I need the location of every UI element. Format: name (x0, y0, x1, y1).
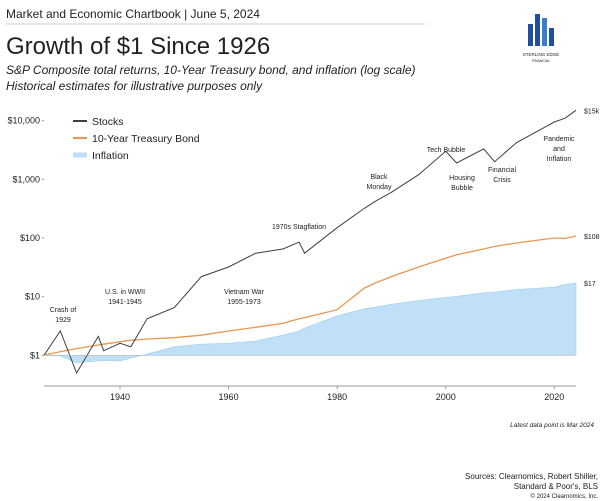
y-tick-label: $10,000 (7, 116, 40, 126)
chart-subtitle: Historical estimates for illustrative pu… (6, 79, 263, 93)
annotation: 1955-1973 (227, 299, 261, 306)
annotation: Black (370, 174, 388, 181)
y-tick-label: $1,000 (12, 174, 40, 184)
y-tick-label: $1 (30, 350, 40, 360)
annotation: Pandemic (543, 136, 575, 143)
legend-label: Stocks (92, 116, 124, 128)
annotation: Financial (488, 167, 516, 174)
annotation: Bubble (451, 185, 473, 192)
y-tick-label: $100 (20, 233, 40, 243)
page-header: Market and Economic Chartbook | June 5, … (6, 7, 260, 21)
x-tick-label: 1940 (110, 392, 130, 402)
end-label: $108 (584, 234, 600, 241)
copyright: © 2024 Clearnomics, Inc. (531, 493, 599, 500)
y-tick-label: $10 (25, 292, 40, 302)
annotation: Crisis (493, 177, 511, 184)
legend-label: Inflation (92, 150, 129, 162)
series-line (43, 109, 577, 375)
logo-text: FINANCIAL (532, 59, 550, 63)
annotation: Crash of (50, 307, 77, 314)
annotation: U.S. in WWII (105, 289, 145, 296)
end-label: $17 (584, 281, 596, 288)
annotation: Inflation (547, 156, 572, 163)
annotation: Tech Bubble (427, 147, 466, 154)
sources: Sources: Clearnomics, Robert Shiller, (465, 472, 598, 481)
legend-label: 10-Year Treasury Bond (92, 133, 200, 145)
end-label: $15k (584, 108, 600, 115)
annotation: 1970s Stagflation (272, 224, 326, 231)
annotation: 1929 (55, 317, 71, 324)
logo-text: STERLING EDGE (523, 52, 560, 57)
annotation: Housing (449, 175, 475, 182)
x-tick-label: 1980 (327, 392, 347, 402)
annotation: Vietnam War (224, 289, 265, 296)
note: Latest data point is Mar 2024 (510, 422, 594, 429)
annotation: 1941-1945 (108, 299, 142, 306)
series-line (43, 235, 577, 356)
sources: Standard & Poor's, BLS (514, 482, 598, 491)
x-tick-label: 1960 (219, 392, 239, 402)
chart-subtitle: S&P Composite total returns, 10-Year Tre… (6, 63, 416, 77)
x-tick-label: 2000 (436, 392, 456, 402)
logo: STERLING EDGE FINANCIAL (523, 14, 560, 63)
inflation-area (43, 282, 577, 364)
chart-title: Growth of $1 Since 1926 (6, 33, 270, 60)
annotation: Monday (367, 184, 392, 191)
annotation: and (553, 146, 565, 153)
x-tick-label: 2020 (544, 392, 564, 402)
